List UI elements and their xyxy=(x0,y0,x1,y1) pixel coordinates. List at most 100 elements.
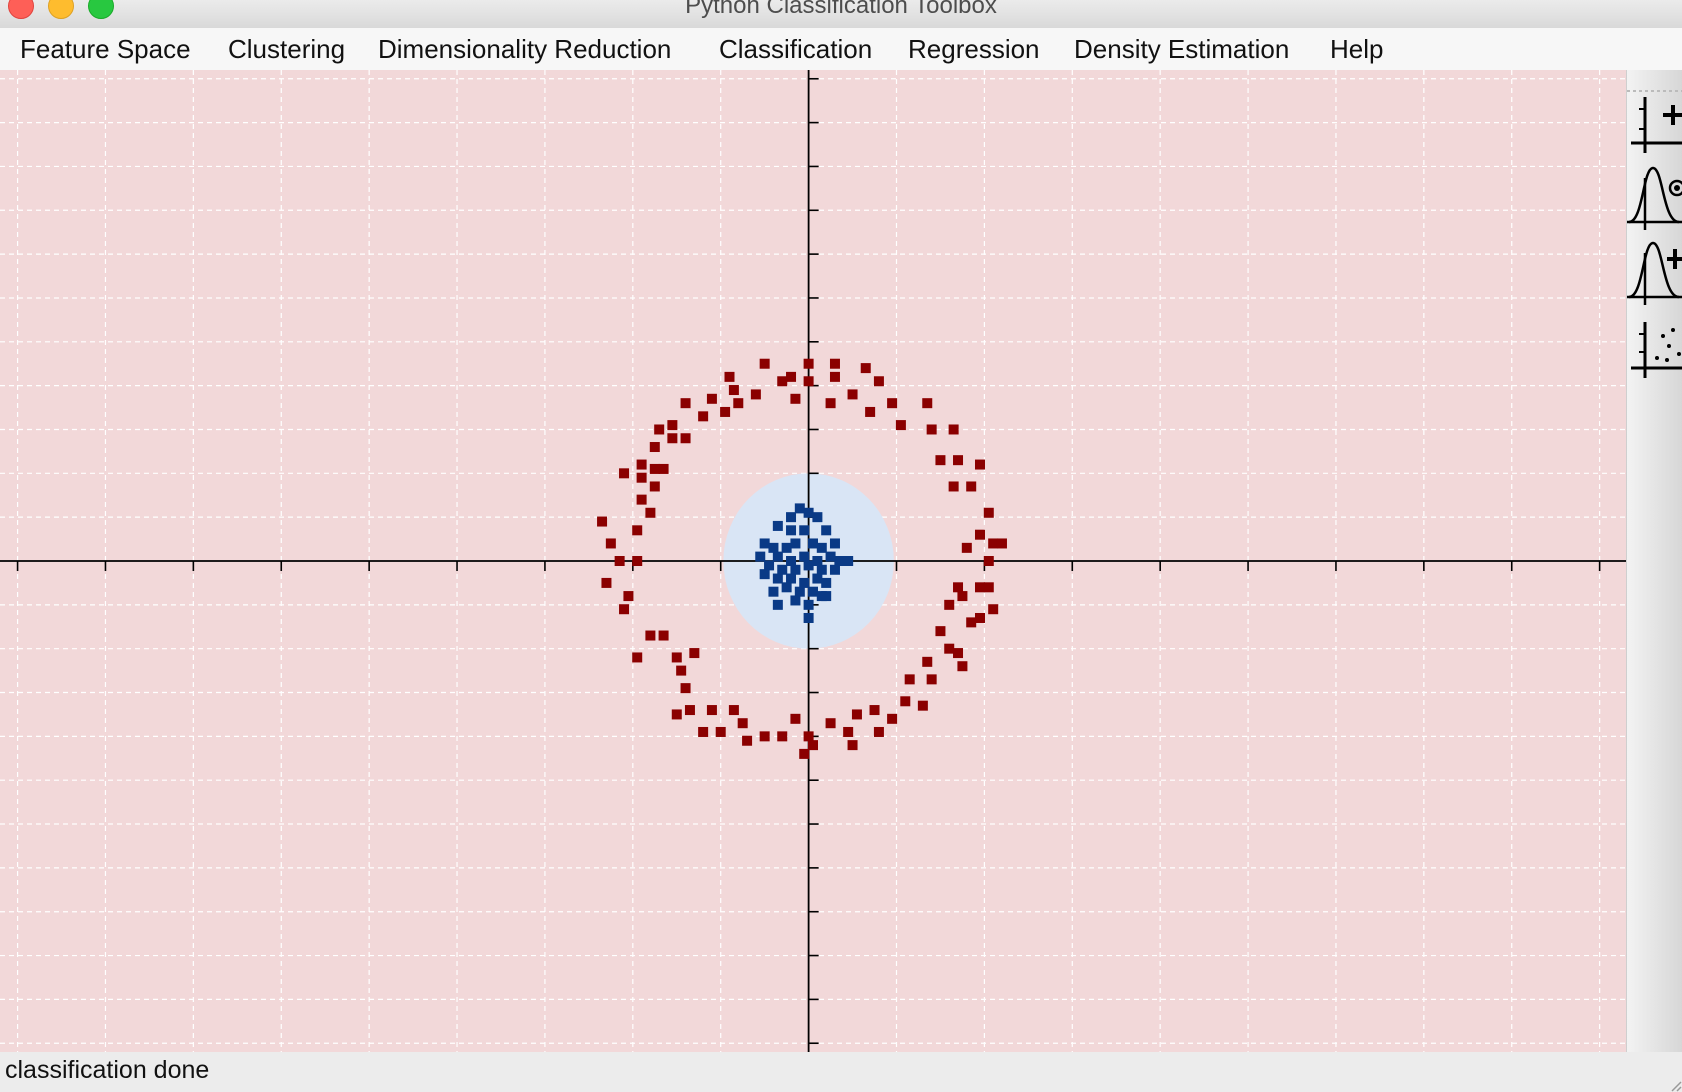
scatter-chart xyxy=(0,70,1626,1052)
inner-class-point xyxy=(786,556,797,566)
outer-class-point xyxy=(829,371,840,382)
inner-class-point xyxy=(834,556,845,566)
outer-class-point xyxy=(887,398,898,409)
outer-class-point xyxy=(825,718,836,729)
outer-class-point xyxy=(698,726,709,737)
inner-class-point xyxy=(781,582,792,593)
outer-class-point xyxy=(961,542,972,553)
outer-class-point xyxy=(988,604,999,615)
menu-regression[interactable]: Regression xyxy=(908,34,1040,64)
inner-class-point xyxy=(803,507,814,518)
gaussian-select-tool-button[interactable] xyxy=(1627,160,1682,230)
outer-class-point xyxy=(865,406,876,417)
outer-class-point xyxy=(957,661,968,672)
outer-class-point xyxy=(706,705,717,716)
outer-class-point xyxy=(645,630,656,641)
scatter-points-tool-button[interactable] xyxy=(1627,310,1682,380)
outer-class-point xyxy=(658,630,669,641)
outer-class-point xyxy=(632,652,643,663)
outer-class-point xyxy=(619,468,630,479)
feature-space-plot[interactable] xyxy=(0,70,1626,1052)
outer-class-point xyxy=(953,648,964,659)
window-titlebar: Python Classification Toolbox xyxy=(0,0,1682,29)
inner-class-point xyxy=(803,612,814,623)
menu-dimensionality-reduction[interactable]: Dimensionality Reduction xyxy=(378,34,672,64)
outer-class-point xyxy=(895,420,906,431)
outer-class-point xyxy=(917,700,928,711)
inner-class-point xyxy=(821,591,832,602)
outer-class-point xyxy=(671,652,682,663)
menu-help[interactable]: Help xyxy=(1330,34,1384,64)
close-window-button[interactable] xyxy=(8,0,34,19)
inner-class-point xyxy=(772,573,783,584)
outer-class-point xyxy=(847,740,858,751)
inner-class-point xyxy=(790,538,801,549)
outer-class-point xyxy=(869,705,880,716)
inner-class-point xyxy=(803,560,814,571)
outer-class-point xyxy=(786,371,797,382)
outer-class-point xyxy=(614,556,625,566)
outer-class-point xyxy=(966,481,977,492)
outer-class-point xyxy=(636,494,647,505)
gaussian-select-tool-icon xyxy=(1627,166,1682,230)
outer-class-point xyxy=(860,363,871,374)
outer-class-point xyxy=(873,376,884,387)
inner-class-point xyxy=(772,551,783,562)
inner-class-point xyxy=(764,560,775,571)
menu-classification[interactable]: Classification xyxy=(719,34,873,64)
inner-class-point xyxy=(772,520,783,531)
outer-class-point xyxy=(808,740,818,751)
resize-grip-icon[interactable] xyxy=(1668,1078,1682,1092)
outer-class-point xyxy=(706,393,717,404)
add-point-tool-icon xyxy=(1627,90,1682,153)
outer-class-point xyxy=(649,481,660,492)
outer-class-point xyxy=(957,591,968,602)
outer-class-point xyxy=(966,617,977,628)
inner-class-point xyxy=(755,551,766,562)
outer-class-point xyxy=(803,358,814,369)
outer-class-point xyxy=(953,455,964,466)
outer-class-point xyxy=(900,696,911,707)
outer-class-point xyxy=(983,507,994,518)
outer-class-point xyxy=(944,599,955,610)
inner-class-point xyxy=(790,595,801,606)
inner-class-point xyxy=(772,599,783,610)
inner-class-point xyxy=(781,542,792,553)
inner-class-point xyxy=(812,512,823,523)
outer-class-point xyxy=(680,398,691,409)
inner-class-point xyxy=(786,512,797,523)
outer-class-point xyxy=(720,406,731,417)
menu-clustering[interactable]: Clustering xyxy=(228,34,346,64)
outer-class-point xyxy=(636,459,647,470)
inner-class-point xyxy=(843,556,854,566)
zoom-window-button[interactable] xyxy=(88,0,114,19)
gaussian-add-tool-button[interactable] xyxy=(1627,235,1682,305)
outer-class-point xyxy=(636,472,647,483)
outer-class-point xyxy=(632,556,643,566)
outer-class-point xyxy=(904,674,915,685)
outer-class-point xyxy=(803,731,814,742)
outer-class-point xyxy=(632,525,643,536)
inner-class-point xyxy=(768,542,779,553)
menu-density-estimation[interactable]: Density Estimation xyxy=(1074,34,1290,64)
add-point-tool-button[interactable] xyxy=(1627,85,1682,155)
menu-feature-space[interactable]: Feature Space xyxy=(20,34,191,64)
inner-class-point xyxy=(759,569,770,580)
outer-class-point xyxy=(851,709,862,720)
outer-class-point xyxy=(974,612,985,623)
outer-class-point xyxy=(825,398,836,409)
outer-class-point xyxy=(926,424,937,435)
outer-class-point xyxy=(728,385,739,396)
window-title: Python Classification Toolbox xyxy=(685,0,997,19)
inner-class-point xyxy=(816,564,827,575)
minimize-window-button[interactable] xyxy=(48,0,74,19)
outer-class-point xyxy=(649,442,660,453)
outer-class-point xyxy=(680,683,691,694)
outer-class-point xyxy=(671,709,682,720)
menu-bar: Feature Space Clustering Dimensionality … xyxy=(0,28,1682,70)
outer-class-point xyxy=(926,674,937,685)
outer-class-point xyxy=(645,507,656,518)
outer-class-point xyxy=(654,424,665,435)
inner-class-point xyxy=(829,564,840,575)
outer-class-point xyxy=(974,582,985,593)
